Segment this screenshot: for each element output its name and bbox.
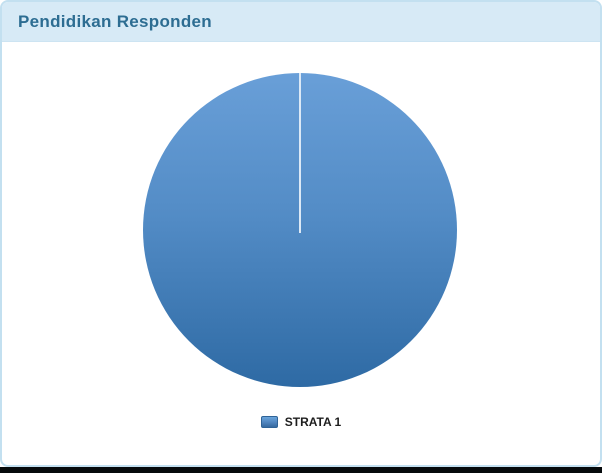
- bottom-dark-strip: [0, 467, 602, 473]
- legend-marker-icon: [260, 416, 278, 428]
- legend-label: STRATA 1: [284, 415, 342, 429]
- chart-legend: STRATA 1: [2, 415, 600, 429]
- pie-slice-border-line: [299, 73, 301, 233]
- chart-area: STRATA 1: [2, 2, 600, 465]
- card-header: Pendidikan Responden: [2, 2, 600, 42]
- page-title: Pendidikan Responden: [18, 11, 212, 31]
- legend-item-strata1[interactable]: STRATA 1: [260, 415, 342, 429]
